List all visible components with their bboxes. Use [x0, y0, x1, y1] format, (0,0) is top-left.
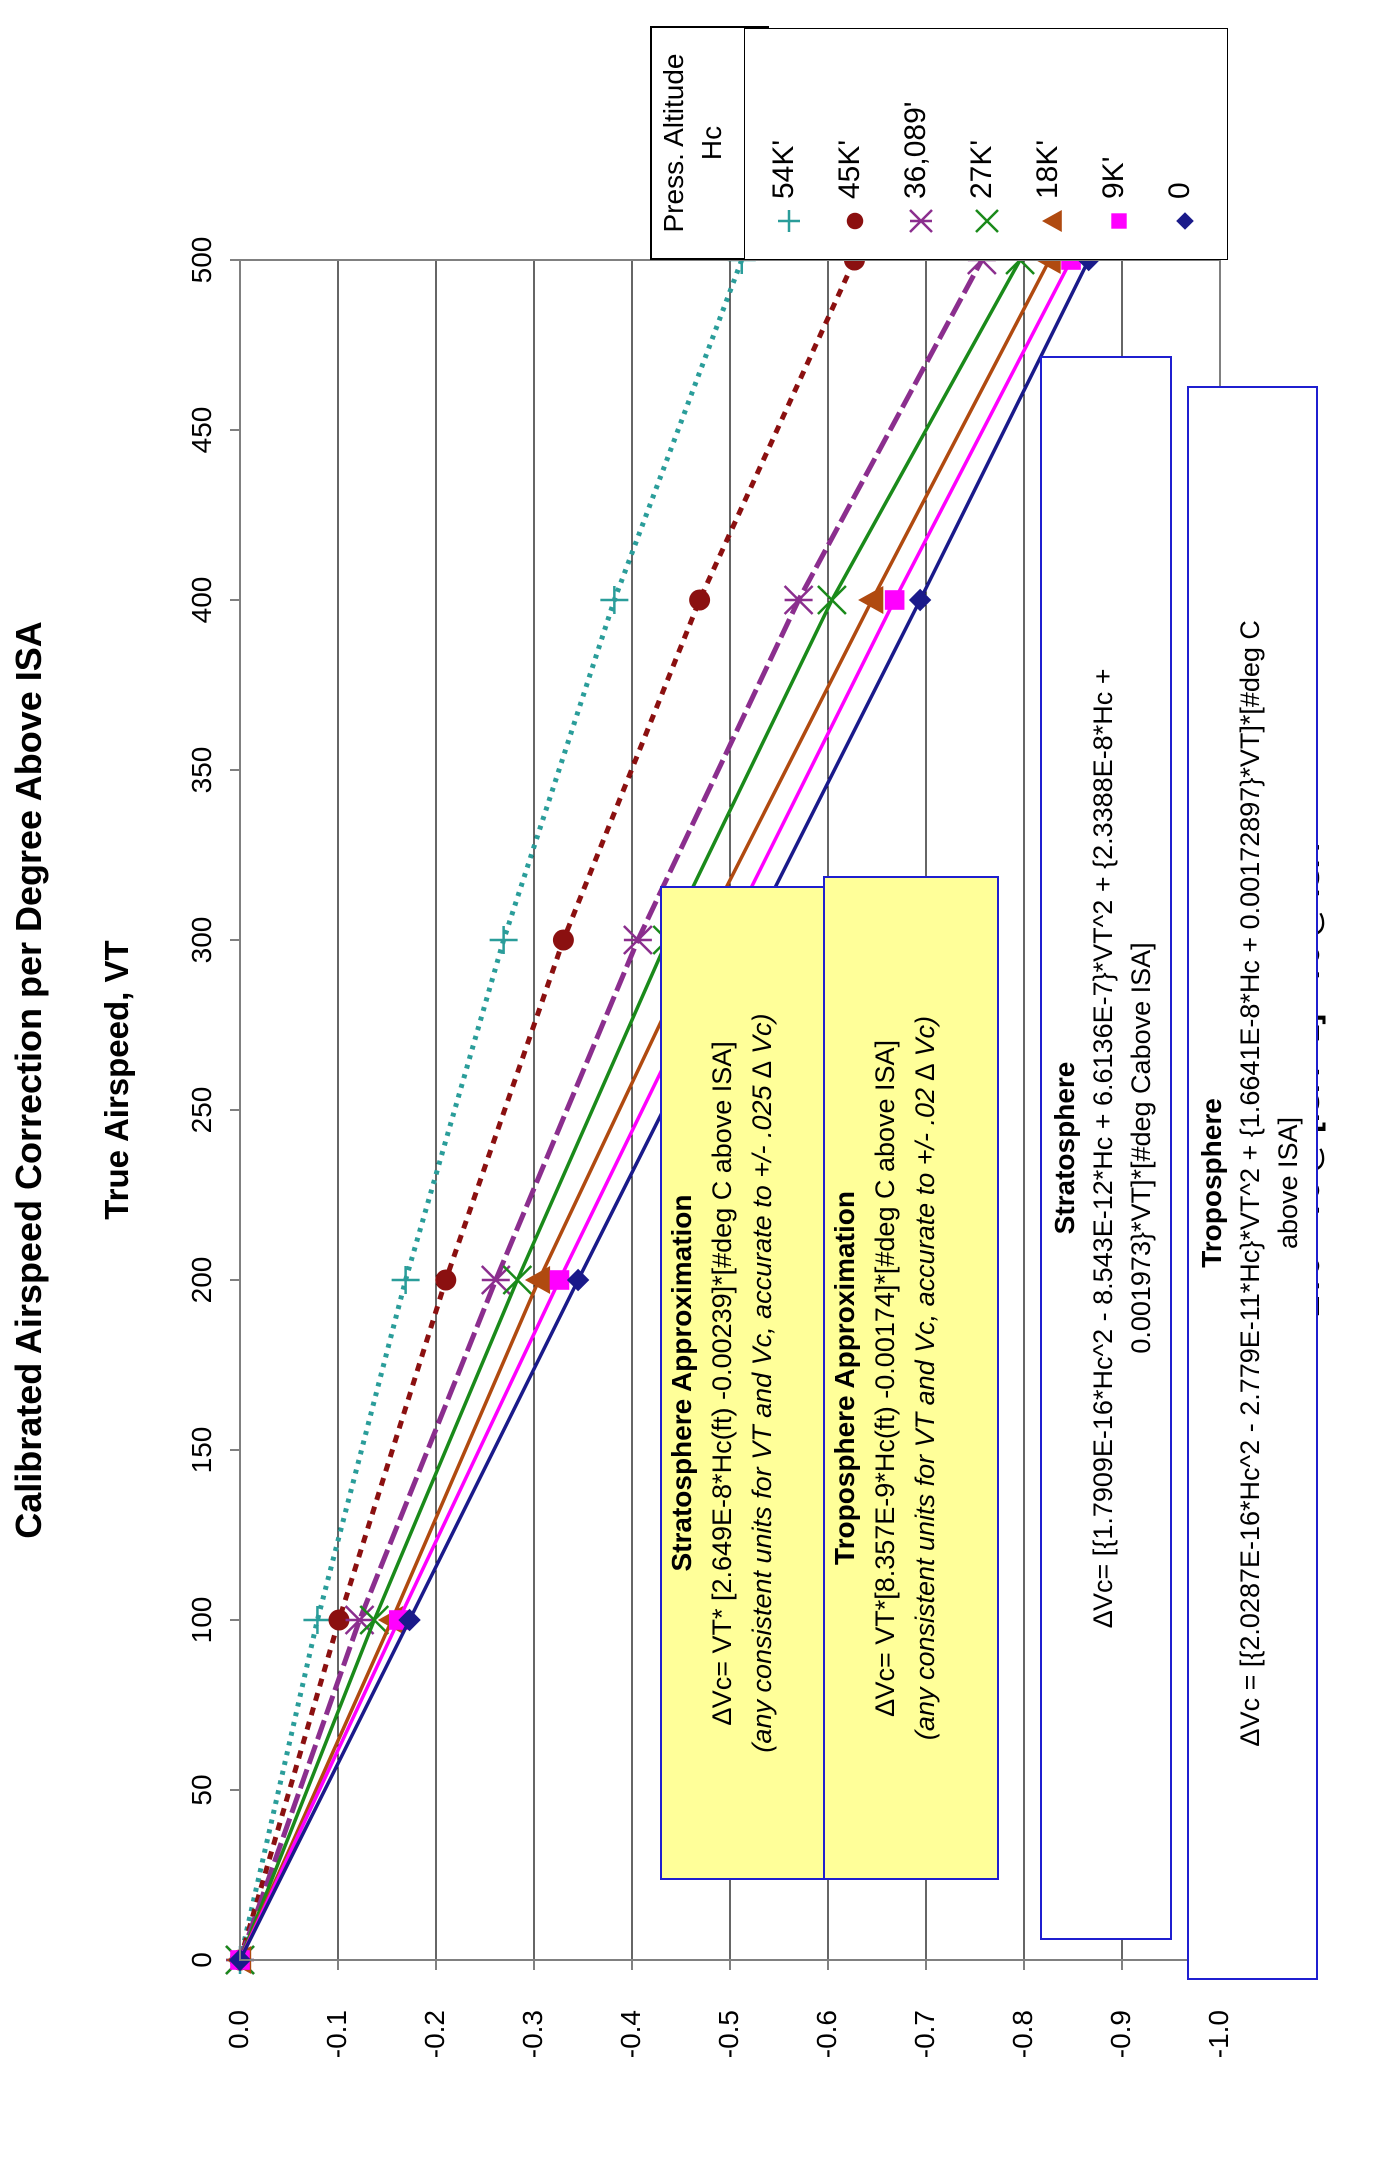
legend: 54K' 45K' 36,089' 27K' 18K' 9K' 0: [744, 28, 1228, 260]
x-marker: [975, 209, 999, 233]
x-marker: [817, 585, 847, 615]
triangle-marker: [524, 1266, 551, 1294]
legend-marker: [909, 209, 933, 233]
strat-exact-title: Stratosphere: [1049, 1061, 1080, 1235]
diamond-marker: [908, 588, 932, 612]
legend-label: 45K': [833, 139, 866, 199]
trop-exact-line-1: ∆Vc = [{2.0287E-16*Hc^2 - 2.779E-11*Hc}*…: [1235, 620, 1265, 1746]
y-tick-label: 0.0: [223, 2010, 254, 2049]
series-line: [238, 259, 1073, 1961]
legend-marker: [1111, 213, 1127, 229]
legend-item: 18K': [1017, 29, 1083, 259]
y-tick-label: -0.3: [517, 2010, 548, 2059]
legend-item: 0: [1149, 29, 1215, 259]
legend-marker: [1042, 210, 1062, 232]
x-marker: [359, 1605, 390, 1635]
x-tick-label: 500: [186, 236, 217, 284]
stratosphere-exact-note: Stratosphere ∆Vc= [{1.7909E-16*Hc^2 - 8.…: [1040, 356, 1172, 1940]
x-tick-label: 250: [186, 1086, 217, 1134]
legend-label: 27K': [965, 139, 998, 199]
legend-item: 36,089': [885, 29, 951, 259]
series-line: [238, 259, 1052, 1961]
y-tick-label: -0.7: [909, 2010, 940, 2059]
diamond-marker: [398, 1608, 421, 1632]
series-line: [237, 258, 985, 1961]
square-marker: [1111, 213, 1127, 229]
x-axis-title: True Airspeed, VT: [98, 940, 135, 1220]
series-line: [238, 259, 1022, 1961]
legend-item: 9K': [1083, 29, 1149, 259]
plus-marker: [600, 586, 629, 614]
plus-marker: [303, 1606, 332, 1634]
x-tick-label: 300: [186, 916, 217, 964]
circle-marker: [435, 1269, 457, 1291]
square-marker: [549, 1270, 570, 1290]
legend-label: 36,089': [899, 101, 932, 200]
y-tick-label: -0.1: [321, 2010, 352, 2059]
legend-title-line-2: Hc: [696, 125, 727, 161]
strat-approx-formula: ∆Vc= VT* [2.649E-8*Hc(ft) -0.00239]*[#de…: [707, 1041, 737, 1725]
legend-label: 0: [1163, 182, 1196, 199]
diamond-marker: [566, 1268, 590, 1292]
x-tick-label: 350: [186, 746, 217, 794]
series-line: [237, 258, 857, 1961]
legend-label: 54K': [767, 139, 800, 199]
star-marker: [480, 1265, 511, 1295]
trop-approx-note: (any consistent units for VT and Vc, acc…: [910, 1015, 940, 1741]
chart-title: Calibrated Airspeed Correction per Degre…: [8, 621, 49, 1539]
plus-marker: [778, 210, 800, 232]
legend-marker: [1176, 212, 1194, 230]
triangle-marker: [858, 586, 884, 614]
star-marker: [783, 585, 814, 615]
strat-exact-line-1: ∆Vc= [{1.7909E-16*Hc^2 - 8.543E-12*Hc + …: [1088, 668, 1118, 1628]
x-marker: [502, 1265, 533, 1295]
y-tick-label: -0.4: [615, 2010, 646, 2059]
x-tick-label: 400: [186, 576, 217, 624]
y-tick-label: -0.5: [713, 2010, 744, 2059]
legend-item: 45K': [819, 29, 885, 259]
trop-exact-line-2: above ISA]: [1273, 1116, 1303, 1250]
strat-approx-note: (any consistent units for VT and Vc, acc…: [747, 1013, 777, 1753]
legend-marker: [778, 210, 800, 232]
x-tick-label: 50: [186, 1774, 217, 1806]
circle-marker: [689, 589, 711, 611]
plus-marker: [391, 1266, 420, 1294]
x-tick-label: 0: [186, 1952, 217, 1968]
legend-label: 9K': [1097, 156, 1130, 199]
circle-marker: [328, 1609, 350, 1631]
x-tick-label: 200: [186, 1256, 217, 1304]
diamond-marker: [1176, 212, 1194, 230]
star-marker: [622, 925, 653, 955]
trop-approx-formula: ∆Vc= VT*[8.357E-9*Hc(ft) -0.00174]*[#deg…: [870, 1039, 900, 1717]
legend-item: 54K': [753, 29, 819, 259]
plus-marker: [489, 926, 518, 954]
troposphere-approximation-note: Troposphere Approximation ∆Vc= VT*[8.357…: [823, 876, 999, 1880]
legend-item: 27K': [951, 29, 1017, 259]
triangle-marker: [1042, 210, 1062, 232]
strat-exact-line-2: 0.001973}*VT]*[#deg Cabove ISA]: [1126, 942, 1156, 1354]
trop-exact-title: Troposphere: [1196, 1098, 1227, 1268]
circle-marker: [846, 212, 864, 230]
y-tick-label: -0.2: [419, 2010, 450, 2059]
troposphere-exact-note: Troposphere ∆Vc = [{2.0287E-16*Hc^2 - 2.…: [1187, 386, 1318, 1980]
trop-approx-title: Troposphere Approximation: [829, 1191, 860, 1565]
star-marker: [909, 209, 933, 233]
x-tick-label: 450: [186, 406, 217, 454]
legend-marker: [846, 212, 864, 230]
y-tick-label: -1.0: [1203, 2010, 1234, 2059]
legend-label: 18K': [1031, 139, 1064, 199]
circle-marker: [552, 929, 574, 951]
series-line: [237, 259, 745, 1961]
y-tick-label: -0.6: [811, 2010, 842, 2059]
strat-approx-title: Stratosphere Approximation: [666, 1194, 697, 1572]
y-tick-label: -0.9: [1105, 2010, 1136, 2059]
legend-marker: [975, 209, 999, 233]
y-tick-label: -0.8: [1007, 2010, 1038, 2059]
x-tick-label: 150: [186, 1426, 217, 1474]
square-marker: [884, 590, 905, 610]
x-tick-label: 100: [186, 1596, 217, 1644]
stratosphere-approximation-note: Stratosphere Approximation ∆Vc= VT* [2.6…: [660, 886, 836, 1880]
legend-title-line-1: Press. Altitude: [658, 53, 689, 233]
